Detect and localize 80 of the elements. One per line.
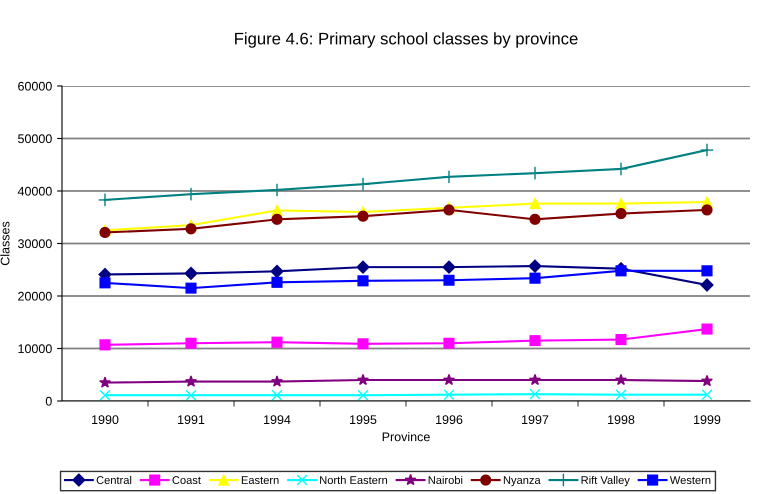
point [443,374,455,386]
legend-label: Nairobi [428,476,462,484]
x-axis-title: Province [382,432,430,442]
y-tick-label: 40000 [18,186,52,196]
point [99,376,111,388]
point [356,260,370,274]
point [443,338,455,349]
point [357,390,369,401]
point [701,324,713,335]
point [270,264,284,278]
y-tick-label: 0 [46,396,52,406]
legend-label: North Eastern [320,476,388,484]
point [615,374,627,386]
point [271,390,283,401]
x-tick-label: 1991 [178,415,204,424]
point [615,208,627,220]
point [615,265,627,276]
point [614,162,628,176]
point [184,266,198,280]
point [185,338,197,349]
point [529,388,541,400]
point [701,204,713,216]
point [701,265,713,276]
point [701,389,713,400]
y-tick-label: 50000 [18,134,52,144]
x-tick-label: 1990 [92,415,118,424]
point [185,390,197,401]
point [356,177,370,192]
legend-label: Western [670,476,710,484]
y-tick-label: 10000 [18,344,52,354]
point [98,192,112,207]
point [529,374,541,386]
point [443,389,455,400]
point [700,278,714,292]
point [184,187,198,202]
y-tick-label: 60000 [18,82,52,91]
point [529,214,541,225]
point [528,259,542,273]
point [443,204,455,216]
point [529,335,541,346]
point [185,375,197,387]
point [615,198,627,210]
point [357,338,369,350]
legend-label: Central [96,476,132,484]
y-tick-label: 30000 [18,239,52,248]
point [357,275,369,286]
y-axis-title: Classes [0,222,10,266]
x-tick-label: 1995 [350,415,376,424]
x-tick-label: 1997 [522,415,548,424]
point [357,374,369,386]
x-tick-label: 1998 [608,415,634,424]
point [271,336,283,348]
point [271,375,283,387]
point [270,183,284,197]
point [442,260,456,274]
point [615,334,627,346]
legend-label: Coast [172,476,201,484]
point [357,210,369,222]
legend-label: Nyanza [504,476,541,486]
point [443,274,455,286]
point [185,223,197,234]
point [99,226,111,238]
point [99,277,111,288]
x-tick-label: 1994 [264,415,291,424]
y-tick-label: 20000 [18,292,52,301]
point [529,198,541,210]
point [700,143,714,157]
point [271,214,283,225]
legend-label: Rift Valley [582,476,630,486]
point [99,390,111,401]
legend-label: Eastern [242,476,279,484]
point [99,339,111,350]
x-tick-label: 1999 [694,415,720,424]
point [271,276,283,288]
point [185,282,197,294]
x-tick-label: 1996 [436,415,462,424]
chart-title: Figure 4.6: Primary school classes by province [235,32,578,48]
point [529,272,541,284]
point [701,374,713,386]
point [615,389,627,400]
